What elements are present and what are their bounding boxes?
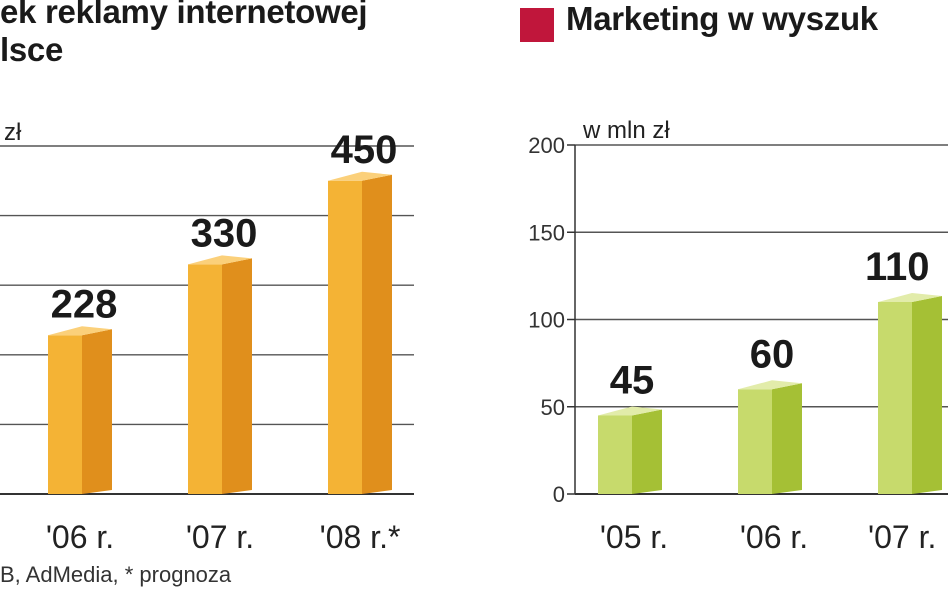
left-unit-label: zł <box>4 119 22 146</box>
left-data-label-2: 450 <box>331 128 398 172</box>
left-category-label-0: '06 r. <box>46 519 114 555</box>
right-bar-2 <box>878 293 942 494</box>
left-title-line2: lsce <box>0 31 64 68</box>
left-bar-side-1 <box>222 258 252 494</box>
left-bar-front-1 <box>188 264 222 494</box>
left-bar-top-1 <box>188 255 252 265</box>
right-bar-top-2 <box>878 293 942 303</box>
right-bar-front-1 <box>738 389 772 494</box>
left-bar-front-0 <box>48 335 82 494</box>
right-bar-front-0 <box>598 415 632 494</box>
right-data-label-2: 110 <box>865 245 930 289</box>
left-category-label-2: '08 r.* <box>320 519 401 555</box>
right-tick-label-4: 200 <box>528 133 565 158</box>
right-category-label-0: '05 r. <box>600 519 668 555</box>
right-data-label-1: 60 <box>750 332 795 376</box>
left-bar-side-0 <box>82 329 112 494</box>
right-tick-label-1: 50 <box>541 395 565 420</box>
left-bar-0 <box>48 326 112 494</box>
right-bar-top-1 <box>738 380 802 390</box>
left-chart-title: ek reklamy internetowej lsce <box>0 0 368 69</box>
right-tick-label-2: 100 <box>528 308 565 333</box>
left-bar-chart: zł 228 '06 r. 330 '07 r. 450 '08 r.* <box>0 119 414 555</box>
right-tick-label-3: 150 <box>528 220 565 245</box>
right-chart-title: Marketing w wyszuk <box>566 0 878 37</box>
left-title-line1: ek reklamy internetowej <box>0 0 368 30</box>
right-tick-label-0: 0 <box>553 482 565 507</box>
right-category-label-2: '07 r. <box>868 519 936 555</box>
left-data-label-1: 330 <box>191 211 258 255</box>
legend-swatch <box>520 8 554 42</box>
right-bar-side-2 <box>912 296 942 494</box>
right-bar-0 <box>598 406 662 494</box>
right-data-label-0: 45 <box>610 358 655 402</box>
left-bar-1 <box>188 255 252 494</box>
right-bar-side-0 <box>632 409 662 494</box>
left-bar-top-0 <box>48 326 112 336</box>
right-bar-1 <box>738 380 802 494</box>
right-bar-front-2 <box>878 302 912 494</box>
right-bar-chart: 0 50 100 150 200 w mln zł 45 '05 r. 60 '06 r. 110 '… <box>528 117 948 555</box>
right-bar-side-1 <box>772 383 802 494</box>
left-bar-front-2 <box>328 180 362 495</box>
left-bar-2 <box>328 171 392 495</box>
left-data-label-0: 228 <box>51 282 118 326</box>
source-note: B, AdMedia, * prognoza <box>0 562 232 587</box>
right-unit-label: w mln zł <box>582 117 670 144</box>
right-category-label-1: '06 r. <box>740 519 808 555</box>
right-bar-top-0 <box>598 406 662 416</box>
left-category-label-1: '07 r. <box>186 519 254 555</box>
left-bar-side-2 <box>362 174 392 495</box>
left-bar-top-2 <box>328 171 392 181</box>
